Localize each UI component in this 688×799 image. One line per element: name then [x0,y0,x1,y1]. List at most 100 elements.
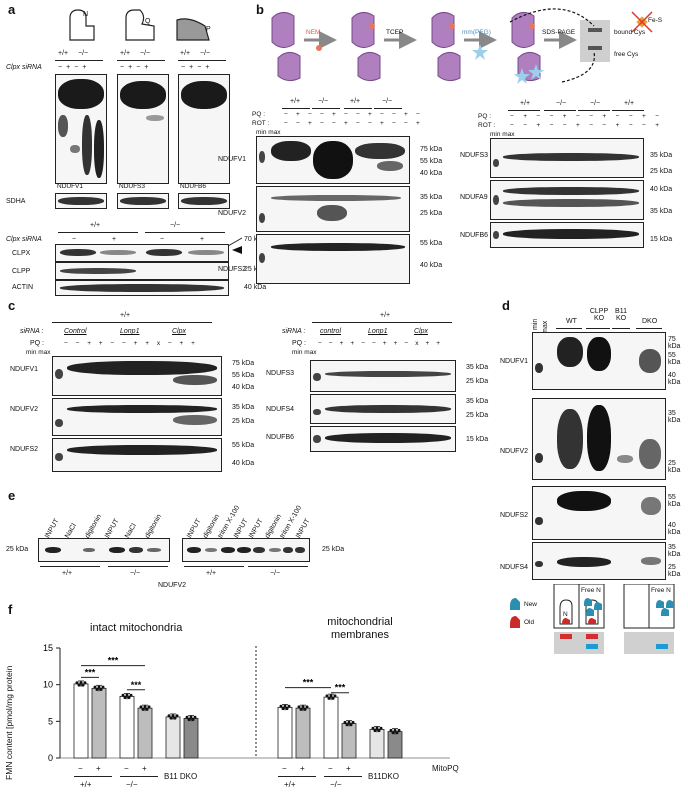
kda-75: 75 kDa [232,360,255,367]
data-point [97,685,101,689]
genotype-ko: −/− [270,570,281,577]
loading-label-sdha: SDHA [6,198,26,205]
bar [119,696,135,759]
blot-a-ndufs3 [117,74,169,184]
data-point [325,694,329,698]
blot-label-ndufv2: NDUFV2 [500,448,529,455]
data-point [287,704,291,708]
protein-ndufv2: NDUFV2 [158,582,187,589]
section-title-membranes-1: mitochondrial [327,616,393,628]
minus: − [72,236,77,243]
genotype-wt: +/+ [180,50,191,57]
section-title-intact: intact mitochondria [90,622,183,634]
data-point [101,685,105,689]
plus: + [189,64,198,71]
group-clpp-ko: CLPP KO [589,308,609,322]
blot-label-ndufb6: NDUFB6 [460,232,489,239]
clpx-sirna-label-lower: Clpx siRNA [6,236,42,243]
data-point [127,696,131,700]
blot-a-ndufb6 [178,74,230,184]
data-point [83,681,87,685]
data-point [187,718,191,722]
rot-label: ROT : [252,120,270,127]
data-point [191,718,195,722]
blot-label-ndufs4: NDUFS4 [266,406,295,413]
lane-label: INPUT [248,517,265,540]
bar [183,718,199,759]
genotype-wt: +/+ [624,100,635,107]
data-point [395,731,399,735]
lane-label: NaCl [124,522,138,540]
data-point [185,715,189,719]
y-axis-label: FMN content [pmol/mg protein [4,665,14,780]
mitopq-sign: − [328,764,333,773]
kda-40: 40 kDa [420,262,443,269]
min-max-label: min max [26,349,51,356]
blot-a-clpx [55,244,229,262]
data-point [81,683,85,687]
lane-label: NaCl [64,522,78,540]
lane-label: digitonin [144,513,164,540]
cys-labeling-schematic [271,8,653,84]
kda-35: 35 kDa [650,208,673,215]
kda-55: 55 kDa [668,494,681,508]
mitopq-sign: − [282,764,287,773]
step-nem: NEM [306,29,321,36]
new-old-schematic [510,584,675,654]
data-point [143,705,147,709]
data-point [349,723,353,727]
kda-35: 35 kDa [232,404,255,411]
lane-label: INPUT [104,517,121,540]
blot-b-ndufa9 [490,180,644,220]
data-point [301,705,305,709]
group-label: −/− [126,780,138,789]
panel-label-e: e [8,488,16,503]
kda-40: 40 kDa [650,186,673,193]
genotype-wt: +/+ [206,570,217,577]
minus: − [160,236,165,243]
blot-label-ndufs3: NDUFS3 [119,183,146,190]
fe-s-cluster-icon [631,11,653,33]
genotype-ko: −/− [140,50,151,57]
kda-40: 40 kDa [232,384,255,391]
min-max-label: min max [256,129,281,136]
group-lonp1: Lonp1 [368,328,388,335]
data-point [373,729,377,733]
data-point [175,714,179,718]
blot-e-left [38,538,170,562]
data-point [299,707,303,711]
kda-25: 25 kDa [650,168,673,175]
kda-40: 40 kDa [244,284,267,291]
mitopq-sign: + [346,764,351,773]
data-point [125,693,129,697]
red-bar [560,634,572,639]
kda-25: 25 kDa [244,266,266,273]
fmn-bar-chart: 0 5 10 15 *** *** *** *** *** [43,643,450,763]
blot-c-ndufs3 [310,360,456,392]
pq-label: PQ : [30,340,45,347]
blot-c-ndufs2 [52,438,222,472]
genotype-ko: −/− [590,100,601,107]
blot-e-right [182,538,310,562]
group-label: +/+ [80,780,92,789]
sirna-label: siRNA : [20,328,44,335]
genotype-wt: +/+ [380,312,391,319]
data-point [123,696,127,700]
y-tick-label: 0 [48,753,53,763]
bar [277,707,293,759]
blot-b-ndufv1 [256,136,410,184]
pq-label: PQ : [252,111,266,118]
data-point [79,681,83,685]
blot-a-sdha-1 [55,193,107,209]
kda-55: 55 kDa [420,158,443,165]
q-module-icon [125,9,155,41]
blot-label-ndufs2: NDUFS2 [500,512,529,519]
bar [323,696,339,759]
data-point [333,694,337,698]
plus: + [200,236,205,243]
genotype-wt: +/+ [290,98,301,105]
bar [387,731,403,759]
icon-letter-p: P [206,26,211,33]
data-point [95,688,99,692]
genotype-ko: −/− [130,570,141,577]
